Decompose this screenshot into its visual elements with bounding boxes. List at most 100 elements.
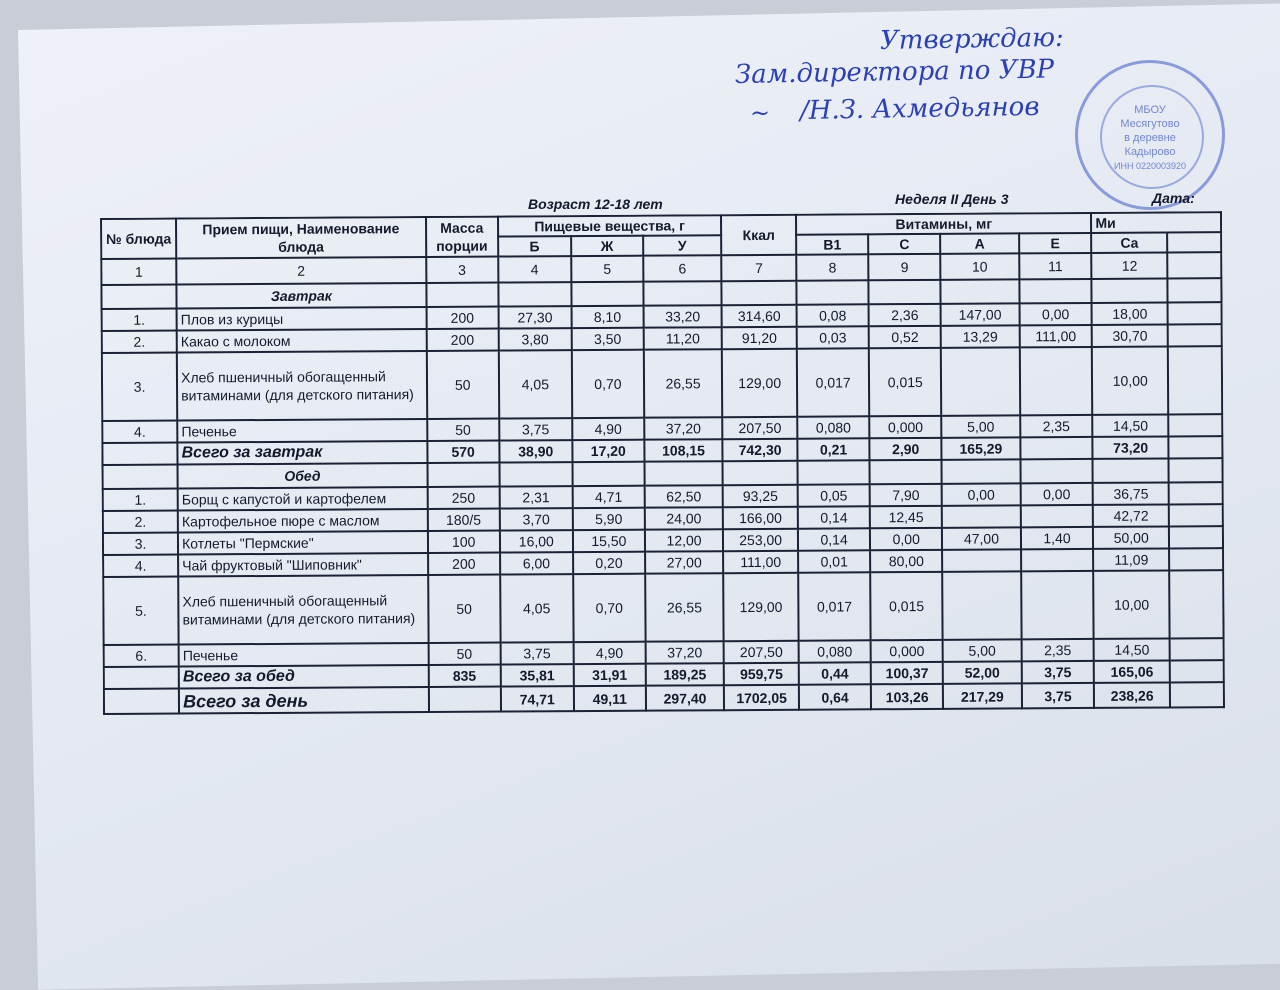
dish-number: 6. bbox=[103, 644, 179, 667]
value-cell: 0,000 bbox=[869, 415, 942, 439]
dish-number bbox=[101, 284, 177, 309]
dish-name: Всего за завтрак bbox=[177, 441, 428, 465]
value-cell: 108,15 bbox=[644, 439, 723, 462]
value-cell: 11,09 bbox=[1093, 548, 1170, 571]
value-cell: 147,00 bbox=[940, 303, 1020, 326]
value-cell: 0,015 bbox=[868, 347, 942, 417]
value-cell: 0,03 bbox=[796, 326, 869, 349]
value-cell: 200 bbox=[426, 328, 499, 352]
value-cell: 10,00 bbox=[1092, 346, 1169, 415]
value-cell bbox=[722, 460, 798, 486]
value-cell: 0,00 bbox=[1020, 482, 1094, 506]
index-cell: 10 bbox=[940, 253, 1020, 280]
dish-number bbox=[103, 666, 180, 689]
value-cell: 33,20 bbox=[643, 305, 722, 328]
value-cell bbox=[942, 549, 1021, 572]
dish-number: 5. bbox=[103, 576, 179, 645]
value-cell: 100,37 bbox=[870, 661, 944, 685]
value-cell bbox=[796, 280, 869, 305]
value-cell: 3,75 bbox=[1021, 682, 1095, 709]
header-mass: Масса порции bbox=[425, 216, 499, 258]
value-cell bbox=[1020, 458, 1094, 484]
value-cell: 207,50 bbox=[723, 640, 799, 664]
value-cell: 37,20 bbox=[645, 641, 724, 664]
index-cell: 2 bbox=[176, 257, 426, 285]
value-cell: 1702,05 bbox=[724, 684, 800, 711]
dish-name: Хлеб пшеничный обогащенный витаминами (д… bbox=[176, 351, 427, 421]
value-cell bbox=[868, 279, 941, 305]
value-cell: 180/5 bbox=[427, 508, 500, 532]
value-cell: 3,75 bbox=[499, 418, 573, 441]
value-cell bbox=[1020, 548, 1094, 572]
dish-name: Хлеб пшеничный обогащенный витаминами (д… bbox=[178, 575, 429, 645]
value-cell: 2,31 bbox=[499, 486, 573, 509]
dish-name: Борщ с капустой и картофелем bbox=[177, 487, 428, 511]
value-cell: 5,00 bbox=[941, 415, 1020, 438]
index-cell: 8 bbox=[796, 254, 869, 281]
value-cell: 93,25 bbox=[722, 484, 798, 508]
value-cell: 2,36 bbox=[868, 303, 941, 327]
header-nutrients: Пищевые вещества, г bbox=[497, 215, 722, 237]
value-cell: 2,35 bbox=[1021, 638, 1095, 662]
week-day-caption: Неделя II День 3 bbox=[895, 191, 1009, 207]
value-cell: 570 bbox=[426, 440, 500, 464]
value-cell: 4,90 bbox=[572, 417, 645, 441]
value-cell: 24,00 bbox=[644, 507, 724, 530]
value-cell: 1,40 bbox=[1020, 526, 1094, 550]
value-cell: 17,20 bbox=[572, 439, 645, 463]
value-cell: 0,52 bbox=[868, 325, 942, 349]
index-cell: 7 bbox=[721, 254, 797, 282]
value-cell bbox=[572, 461, 645, 487]
value-cell bbox=[644, 461, 723, 486]
dish-number: 2. bbox=[101, 330, 177, 353]
approval-line-3: /Н.З. Ахмедьянов bbox=[799, 91, 1040, 126]
header-vitamins: Витамины, мг bbox=[796, 212, 1092, 235]
value-cell: 47,00 bbox=[942, 527, 1021, 550]
value-cell: 100 bbox=[427, 530, 500, 554]
header-b1: B1 bbox=[796, 234, 869, 255]
value-cell: 0,080 bbox=[797, 416, 870, 439]
value-cell: 27,00 bbox=[644, 551, 724, 574]
value-cell: 111,00 bbox=[723, 550, 799, 574]
value-cell: 10,00 bbox=[1093, 570, 1170, 639]
header-cut-off bbox=[1167, 232, 1222, 253]
dish-name: Обед bbox=[177, 463, 428, 489]
header-u: У bbox=[643, 235, 722, 256]
value-cell: 14,50 bbox=[1093, 638, 1170, 661]
value-cell: 4,90 bbox=[573, 641, 646, 665]
value-cell bbox=[721, 280, 797, 306]
value-cell bbox=[869, 459, 942, 485]
value-cell: 4,05 bbox=[500, 574, 574, 643]
value-cell: 297,40 bbox=[645, 685, 725, 711]
header-zh: Ж bbox=[570, 235, 644, 257]
value-cell: 8,10 bbox=[571, 305, 644, 329]
approval-line-1: Утверждаю: bbox=[879, 22, 1065, 56]
index-cell: 3 bbox=[425, 256, 499, 284]
index-cell: 1 bbox=[101, 258, 177, 285]
value-cell: 0,08 bbox=[796, 304, 869, 327]
value-cell: 18,00 bbox=[1091, 302, 1168, 325]
dish-number: 1. bbox=[101, 308, 177, 331]
value-cell: 0,017 bbox=[796, 348, 870, 417]
value-cell: 80,00 bbox=[870, 549, 943, 573]
dish-name: Завтрак bbox=[176, 283, 427, 309]
value-cell: 26,55 bbox=[643, 349, 723, 418]
value-cell: 0,015 bbox=[870, 571, 943, 641]
value-cell bbox=[941, 459, 1021, 484]
value-cell: 74,71 bbox=[500, 686, 574, 712]
value-cell: 50 bbox=[426, 350, 500, 420]
value-cell: 3,80 bbox=[498, 328, 572, 351]
header-b: Б bbox=[497, 236, 572, 257]
age-caption: Возраст 12-18 лет bbox=[528, 196, 663, 212]
index-cell: 5 bbox=[571, 255, 644, 283]
dish-number: 1. bbox=[102, 488, 178, 511]
value-cell: 0,080 bbox=[798, 640, 871, 663]
index-cell: 11 bbox=[1018, 252, 1092, 280]
dish-name: Печенье bbox=[178, 643, 429, 667]
value-cell: 91,20 bbox=[721, 326, 797, 350]
value-cell: 3,75 bbox=[1021, 660, 1095, 684]
value-cell: 189,25 bbox=[645, 663, 725, 686]
header-ca: Ca bbox=[1091, 232, 1168, 253]
dish-number: 3. bbox=[101, 352, 178, 421]
value-cell: 314,60 bbox=[721, 304, 797, 328]
